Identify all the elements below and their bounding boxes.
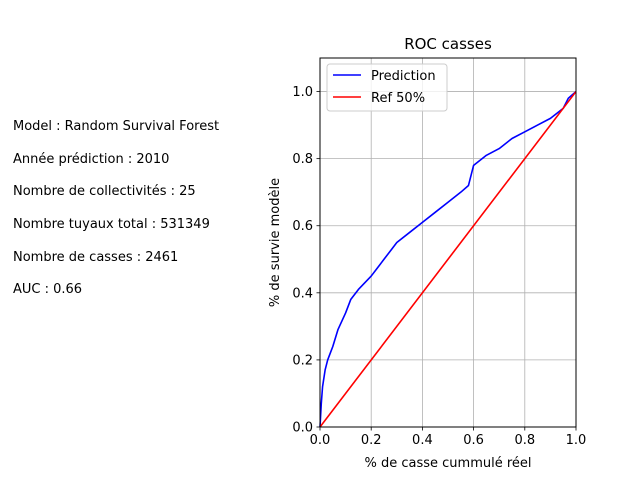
x-tick-label: 0.6	[463, 433, 484, 448]
chart-title: ROC casses	[404, 35, 492, 53]
model-info-list: Model : Random Survival Forest Année pré…	[13, 118, 219, 314]
x-tick-label: 1.0	[566, 433, 587, 448]
legend-label-ref: Ref 50%	[371, 91, 425, 106]
y-axis-ticks: 0.0 0.2 0.4 0.6 0.8 1.0	[292, 85, 320, 436]
collectivity-count-text: Nombre de collectivités : 25	[13, 184, 196, 200]
legend-label-prediction: Prediction	[371, 69, 436, 84]
legend: Prediction Ref 50%	[326, 63, 448, 112]
x-tick-label: 0.4	[412, 433, 433, 448]
grid-lines	[319, 58, 577, 428]
y-tick-label: 0.4	[292, 286, 313, 301]
prediction-year-text: Année prédiction : 2010	[13, 151, 170, 167]
auc-text: AUC : 0.66	[13, 282, 83, 298]
x-tick-label: 0.8	[514, 433, 535, 448]
x-axis-ticks: 0.0 0.2 0.4 0.6 0.8 1.0	[310, 427, 587, 448]
pipe-count-text: Nombre tuyaux total : 531349	[13, 217, 210, 233]
y-tick-label: 1.0	[292, 85, 313, 100]
y-tick-label: 0.6	[292, 219, 313, 234]
break-count-text: Nombre de casses : 2461	[13, 249, 179, 265]
x-axis-label: % de casse cummulé réel	[364, 456, 531, 471]
y-axis-label: % de survie modèle	[268, 178, 283, 307]
series-layer	[319, 90, 577, 428]
series-line-ref	[319, 91, 577, 428]
y-tick-label: 0.8	[292, 152, 313, 167]
y-tick-label: 0.2	[292, 353, 313, 368]
y-tick-label: 0.0	[292, 421, 313, 436]
plot-frame	[319, 57, 577, 428]
series-line-prediction	[319, 90, 577, 428]
x-tick-label: 0.0	[310, 433, 331, 448]
model-name-text: Model : Random Survival Forest	[13, 119, 220, 134]
x-tick-label: 0.2	[361, 433, 382, 448]
